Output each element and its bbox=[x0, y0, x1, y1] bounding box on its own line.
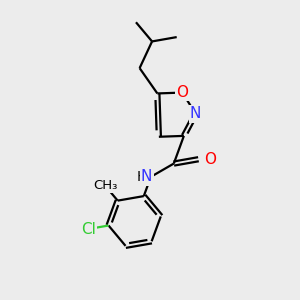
Text: Cl: Cl bbox=[81, 221, 96, 236]
Text: O: O bbox=[176, 85, 188, 100]
Text: N: N bbox=[190, 106, 201, 121]
Text: CH₃: CH₃ bbox=[93, 179, 118, 192]
Text: O: O bbox=[204, 152, 216, 167]
Text: H: H bbox=[137, 170, 147, 184]
Text: N: N bbox=[141, 169, 152, 184]
